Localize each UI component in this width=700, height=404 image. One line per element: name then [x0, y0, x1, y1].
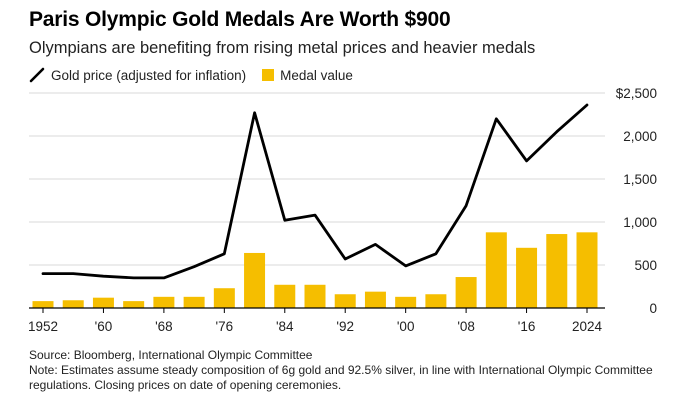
chart-subtitle: Olympians are benefiting from rising met… [29, 39, 536, 57]
bar [183, 296, 205, 308]
x-tick-label: 2024 [572, 319, 603, 334]
legend-item-medal-value: Medal value [262, 68, 353, 83]
legend: Gold price (adjusted for inflation) Meda… [29, 66, 369, 84]
bar [213, 288, 235, 308]
bar [244, 252, 266, 308]
x-tick-label: '68 [155, 319, 173, 334]
footer: Source: Bloomberg, International Olympic… [29, 348, 679, 393]
bar [274, 284, 296, 308]
x-tick-label: '76 [216, 319, 234, 334]
y-tick-label: 500 [634, 258, 657, 273]
legend-label-medal-value: Medal value [280, 67, 353, 83]
source-text: Source: Bloomberg, International Olympic… [29, 348, 313, 362]
bar [62, 300, 84, 308]
bar [92, 297, 114, 308]
square-swatch-icon [262, 69, 275, 81]
bar [304, 284, 326, 308]
bar [32, 301, 54, 308]
bar [485, 232, 507, 308]
note-text: Note: Estimates assume steady compositio… [29, 363, 653, 392]
legend-item-gold-price: Gold price (adjusted for inflation) [29, 67, 246, 83]
y-tick-label: 1,500 [623, 172, 657, 187]
gold-price-line [41, 103, 589, 280]
y-tick-label: $2,500 [616, 86, 657, 101]
bar [364, 291, 386, 308]
y-tick-label: 0 [649, 301, 657, 316]
bar [546, 234, 568, 308]
x-tick-label: '60 [95, 319, 113, 334]
bar [123, 301, 145, 308]
x-tick-label: '00 [397, 319, 415, 334]
y-tick-label: 1,000 [623, 215, 657, 230]
bar [576, 232, 598, 308]
bar [395, 296, 417, 308]
legend-label-gold-price: Gold price (adjusted for inflation) [51, 67, 247, 83]
bar [516, 247, 538, 308]
bar [425, 294, 447, 308]
y-tick-label: 2,000 [623, 129, 657, 144]
x-tick-label: '84 [276, 319, 294, 334]
x-tick-label: '16 [518, 319, 536, 334]
bar [334, 294, 356, 308]
chart-plot: 0 500 1,000 1,500 2,000 $2,500 1952 '60 '68 '76 '8… [28, 86, 657, 334]
x-tick-label: 1952 [28, 319, 58, 334]
x-tick-label: '08 [457, 319, 475, 334]
chart-title: Paris Olympic Gold Medals Are Worth $900 [29, 8, 451, 31]
diagonal-line-icon [29, 67, 45, 83]
x-tick-label: '92 [336, 319, 354, 334]
bar [153, 296, 175, 308]
bar [455, 277, 477, 308]
